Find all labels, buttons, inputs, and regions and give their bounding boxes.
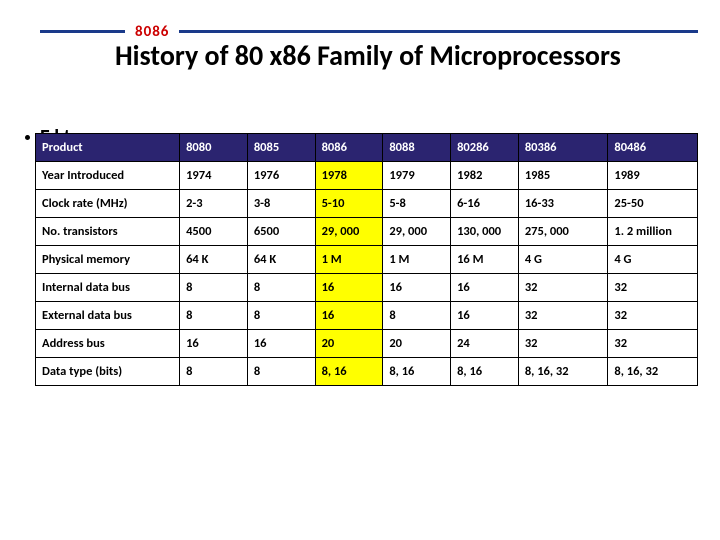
data-cell: 5-10 (315, 190, 383, 218)
data-cell: 275, 000 (518, 218, 608, 246)
data-cell: 8 (180, 302, 248, 330)
table-row: Physical memory64 K64 K1 M1 M16 M4 G4 G (36, 246, 698, 274)
data-cell: 25-50 (608, 190, 698, 218)
data-cell: 1979 (383, 162, 451, 190)
table-row: Address bus16162020243232 (36, 330, 698, 358)
data-cell: 1982 (451, 162, 519, 190)
row-label-cell: No. transistors (36, 218, 180, 246)
data-cell: 4 G (608, 246, 698, 274)
data-cell: 32 (518, 302, 608, 330)
table-row: Data type (bits)888, 168, 168, 168, 16, … (36, 358, 698, 386)
data-cell: 16 (180, 330, 248, 358)
data-cell: 32 (518, 330, 608, 358)
data-cell: 20 (383, 330, 451, 358)
data-cell: 1976 (247, 162, 315, 190)
table-body: Year Introduced1974197619781979198219851… (36, 162, 698, 386)
data-cell: 8 (383, 302, 451, 330)
col-header: 8085 (247, 134, 315, 162)
col-header: 8086 (315, 134, 383, 162)
bullet-dot-icon (25, 135, 30, 140)
data-cell: 20 (315, 330, 383, 358)
data-cell: 8 (247, 302, 315, 330)
table-row: Internal data bus881616163232 (36, 274, 698, 302)
data-cell: 8 (247, 274, 315, 302)
processor-table-wrap: Product8080808580868088802868038680486 Y… (35, 133, 698, 386)
data-cell: 29, 000 (315, 218, 383, 246)
processor-table: Product8080808580868088802868038680486 Y… (35, 133, 698, 386)
data-cell: 8 (180, 274, 248, 302)
data-cell: 29, 000 (383, 218, 451, 246)
page-title: History of 80 x86 Family of Microprocess… (115, 40, 660, 72)
row-label-cell: Year Introduced (36, 162, 180, 190)
data-cell: 16 (315, 302, 383, 330)
data-cell: 32 (518, 274, 608, 302)
data-cell: 130, 000 (451, 218, 519, 246)
data-cell: 32 (608, 330, 698, 358)
data-cell: 8, 16 (451, 358, 519, 386)
row-label-cell: Data type (bits) (36, 358, 180, 386)
table-row: Year Introduced1974197619781979198219851… (36, 162, 698, 190)
row-label-cell: Clock rate (MHz) (36, 190, 180, 218)
data-cell: 8 (247, 358, 315, 386)
table-row: External data bus88168163232 (36, 302, 698, 330)
data-cell: 16 (383, 274, 451, 302)
data-cell: 16 M (451, 246, 519, 274)
data-cell: 8, 16 (315, 358, 383, 386)
data-cell: 32 (608, 274, 698, 302)
data-cell: 1 M (315, 246, 383, 274)
data-cell: 64 K (247, 246, 315, 274)
data-cell: 16 (451, 274, 519, 302)
data-cell: 1978 (315, 162, 383, 190)
row-label-cell: Address bus (36, 330, 180, 358)
table-header-row: Product8080808580868088802868038680486 (36, 134, 698, 162)
data-cell: 8 (180, 358, 248, 386)
col-header: 8080 (180, 134, 248, 162)
data-cell: 8, 16, 32 (518, 358, 608, 386)
data-cell: 1989 (608, 162, 698, 190)
data-cell: 16 (451, 302, 519, 330)
data-cell: 6-16 (451, 190, 519, 218)
col-header: 8088 (383, 134, 451, 162)
data-cell: 5-8 (383, 190, 451, 218)
data-cell: 1 M (383, 246, 451, 274)
col-header: 80386 (518, 134, 608, 162)
data-cell: 32 (608, 302, 698, 330)
data-cell: 6500 (247, 218, 315, 246)
row-label-cell: External data bus (36, 302, 180, 330)
data-cell: 16-33 (518, 190, 608, 218)
table-row: Clock rate (MHz)2-33-85-105-86-1616-3325… (36, 190, 698, 218)
data-cell: 1974 (180, 162, 248, 190)
col-header: 80486 (608, 134, 698, 162)
data-cell: 1. 2 million (608, 218, 698, 246)
data-cell: 4500 (180, 218, 248, 246)
col-header: 80286 (451, 134, 519, 162)
data-cell: 24 (451, 330, 519, 358)
data-cell: 1985 (518, 162, 608, 190)
row-label-cell: Internal data bus (36, 274, 180, 302)
table-head: Product8080808580868088802868038680486 (36, 134, 698, 162)
data-cell: 2-3 (180, 190, 248, 218)
data-cell: 16 (315, 274, 383, 302)
col-header-label: Product (36, 134, 180, 162)
row-label-cell: Physical memory (36, 246, 180, 274)
data-cell: 4 G (518, 246, 608, 274)
data-cell: 8, 16 (383, 358, 451, 386)
data-cell: 8, 16, 32 (608, 358, 698, 386)
data-cell: 3-8 (247, 190, 315, 218)
data-cell: 64 K (180, 246, 248, 274)
data-cell: 16 (247, 330, 315, 358)
table-row: No. transistors4500650029, 00029, 000130… (36, 218, 698, 246)
